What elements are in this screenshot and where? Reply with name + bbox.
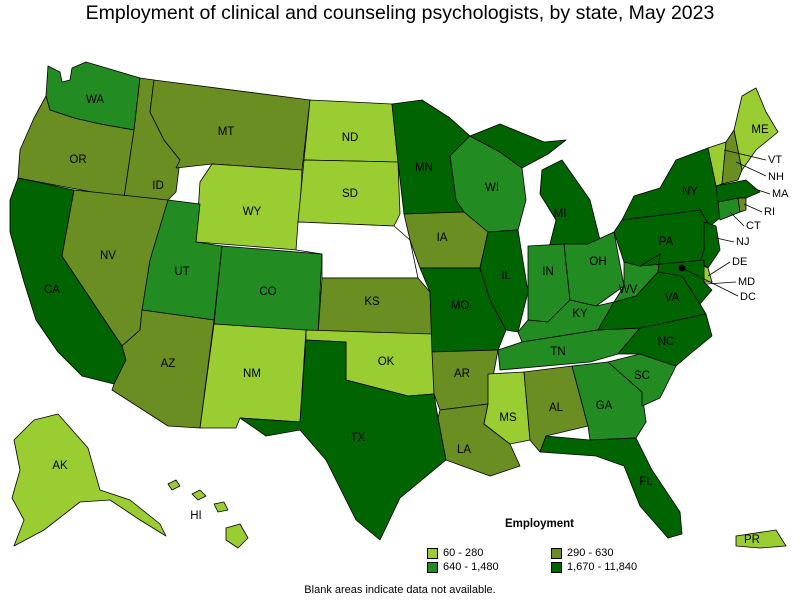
state-ak — [11, 413, 167, 547]
state-sd — [297, 159, 401, 227]
legend-swatch — [551, 561, 562, 573]
state-label-mo: MO — [451, 300, 470, 312]
state-label-tx: TX — [351, 432, 366, 444]
state-label-oh: OH — [589, 256, 606, 268]
state-label-la: LA — [457, 444, 471, 456]
state-label-or: OR — [69, 154, 86, 166]
state-me — [733, 87, 779, 171]
state-ma — [715, 179, 761, 203]
legend-label: 640 - 1,480 — [443, 561, 499, 573]
legend-label: 290 - 630 — [567, 547, 614, 559]
state-label-ga: GA — [596, 400, 613, 412]
state-nh — [721, 129, 743, 185]
legend-item-tier-1: 60 - 280 — [427, 547, 483, 559]
state-label-nm: NM — [243, 368, 261, 380]
state-label-va: VA — [665, 292, 680, 304]
state-label-pa: PA — [659, 236, 674, 248]
state-label-az: AZ — [161, 358, 176, 370]
state-label-ky: KY — [572, 308, 588, 320]
leader-line-nj — [715, 237, 735, 243]
state-label-wv: WV — [619, 284, 638, 296]
legend-item-tier-2: 290 - 630 — [551, 547, 613, 559]
state-label-al: AL — [549, 402, 564, 414]
state-label-md: MD — [738, 276, 755, 288]
state-label-hi: HI — [190, 510, 202, 522]
state-label-il: IL — [501, 270, 511, 282]
state-label-sc: SC — [634, 370, 650, 382]
state-label-mt: MT — [218, 126, 235, 138]
leader-line-dc — [681, 267, 739, 297]
state-label-wa: WA — [86, 94, 104, 106]
state-label-ok: OK — [378, 356, 395, 368]
state-label-pr: PR — [744, 534, 760, 546]
legend-item-tier-4: 1,670 - 11,840 — [551, 561, 637, 573]
state-label-co: CO — [259, 286, 276, 298]
state-label-ak: AK — [52, 460, 68, 472]
state-label-nh: NH — [768, 171, 784, 183]
state-md — [639, 253, 713, 305]
state-wy — [195, 163, 303, 251]
dc-marker — [679, 265, 685, 271]
state-label-wi: WI — [485, 182, 499, 194]
state-label-ut: UT — [174, 266, 189, 278]
state-hi — [167, 479, 249, 549]
state-label-de: DE — [732, 256, 747, 268]
state-label-tn: TN — [550, 346, 565, 358]
state-label-mn: MN — [415, 162, 433, 174]
map-title: Employment of clinical and counseling ps… — [85, 2, 715, 24]
state-nd — [303, 99, 399, 163]
state-label-me: ME — [751, 124, 769, 136]
legend-swatch — [427, 561, 438, 573]
legend-swatch — [551, 547, 562, 559]
legend-item-tier-3: 640 - 1,480 — [427, 561, 499, 573]
state-label-ma: MA — [772, 188, 789, 200]
state-label-ri: RI — [764, 206, 775, 218]
state-label-nc: NC — [658, 336, 675, 348]
leader-line-vt — [723, 149, 767, 161]
state-label-ny: NY — [682, 186, 698, 198]
legend-label: 60 - 280 — [443, 547, 484, 559]
state-label-sd: SD — [342, 188, 358, 200]
state-label-vt: VT — [768, 154, 782, 166]
state-label-nj: NJ — [736, 236, 749, 248]
leader-line-ct — [729, 211, 745, 227]
state-label-nv: NV — [100, 250, 116, 262]
state-label-in: IN — [542, 266, 554, 278]
state-il — [479, 229, 529, 333]
state-label-ia: IA — [437, 232, 448, 244]
footnote: Blank areas indicate data not available. — [304, 584, 496, 596]
state-label-fl: FL — [639, 476, 653, 488]
state-fl — [539, 435, 683, 539]
state-pr — [735, 529, 787, 549]
state-label-ks: KS — [364, 296, 380, 308]
state-label-wy: WY — [243, 206, 262, 218]
state-label-ar: AR — [454, 368, 470, 380]
state-label-ca: CA — [44, 284, 60, 296]
legend-title: Employment — [505, 518, 575, 530]
leader-line-ma — [751, 187, 771, 195]
state-label-ms: MS — [499, 412, 517, 424]
state-label-dc: DC — [740, 291, 756, 303]
legend-swatch — [427, 547, 438, 559]
state-label-id: ID — [152, 180, 164, 192]
leader-line-nh — [735, 161, 767, 177]
leader-line-de — [707, 261, 731, 277]
state-label-nd: ND — [342, 132, 359, 144]
leader-line-ri — [743, 203, 763, 213]
state-label-mi: MI — [554, 208, 567, 220]
legend-label: 1,670 - 11,840 — [567, 561, 638, 573]
state-tx — [239, 339, 447, 541]
state-label-ct: CT — [746, 220, 761, 232]
leader-line-md — [705, 281, 737, 285]
